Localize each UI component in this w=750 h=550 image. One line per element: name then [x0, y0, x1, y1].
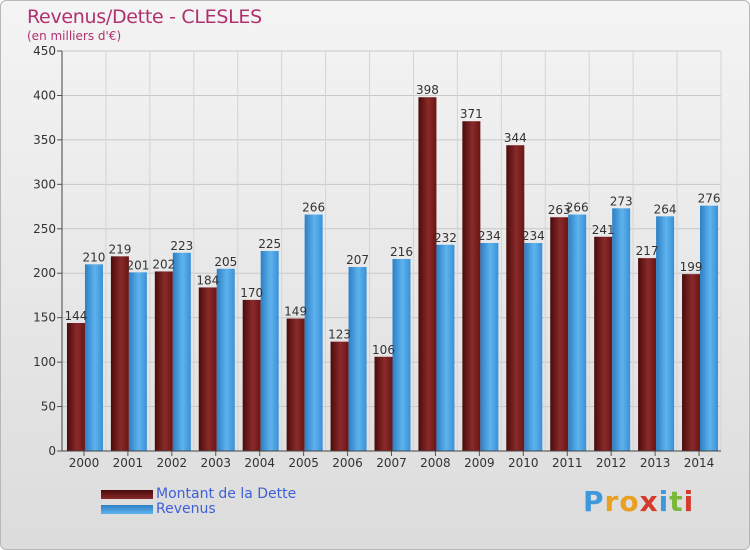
data-label-debt: 106: [372, 343, 395, 357]
data-label-revenue: 205: [214, 255, 237, 269]
bar-revenue: [568, 214, 587, 451]
bar-debt: [462, 121, 481, 451]
bar-revenue: [260, 251, 279, 451]
bar-revenue: [128, 272, 147, 451]
data-label-debt: 202: [152, 257, 175, 271]
data-label-revenue: 273: [610, 194, 633, 208]
x-tick-label: 2013: [640, 456, 671, 470]
legend-label-revenue: Revenus: [156, 501, 216, 517]
data-label-debt: 344: [504, 131, 527, 145]
bar-debt: [506, 145, 525, 451]
bar-revenue: [436, 244, 455, 451]
x-tick-label: 2008: [420, 456, 451, 470]
bar-debt: [66, 323, 85, 451]
data-label-revenue: 276: [698, 192, 721, 206]
data-label-debt: 123: [328, 328, 351, 342]
y-tick-label: 0: [48, 444, 56, 458]
legend-swatch-revenue: [101, 505, 153, 514]
x-tick-label: 2006: [332, 456, 363, 470]
y-tick-label: 400: [33, 88, 56, 102]
data-label-revenue: 234: [522, 229, 545, 243]
data-label-debt: 263: [548, 203, 571, 217]
bar-revenue: [392, 259, 411, 451]
y-tick-label: 250: [33, 222, 56, 236]
bar-revenue: [480, 243, 499, 451]
data-label-revenue: 264: [654, 202, 677, 216]
bar-revenue: [216, 268, 235, 451]
y-tick-label: 200: [33, 266, 56, 280]
bar-debt: [330, 341, 349, 451]
bar-debt: [418, 97, 437, 451]
data-label-debt: 144: [65, 309, 88, 323]
x-tick-label: 2001: [113, 456, 144, 470]
y-tick-label: 450: [33, 44, 56, 58]
bar-debt: [110, 256, 129, 451]
bar-revenue: [524, 243, 543, 451]
bar-debt: [286, 318, 305, 451]
bar-debt: [682, 274, 701, 451]
bar-revenue: [172, 252, 191, 451]
bar-revenue: [612, 208, 631, 451]
data-label-debt: 219: [108, 242, 131, 256]
data-label-debt: 398: [416, 83, 439, 97]
bar-revenue: [348, 267, 367, 451]
data-label-debt: 149: [284, 305, 307, 319]
bar-debt: [154, 271, 173, 451]
data-label-revenue: 207: [346, 253, 369, 267]
data-label-debt: 199: [680, 260, 703, 274]
x-tick-label: 2011: [552, 456, 583, 470]
bar-debt: [594, 236, 613, 451]
data-label-revenue: 266: [302, 201, 325, 215]
x-tick-label: 2005: [288, 456, 319, 470]
data-label-revenue: 210: [83, 250, 106, 264]
bar-debt: [550, 217, 569, 451]
bar-debt: [374, 356, 393, 451]
bar-revenue: [656, 216, 675, 451]
data-label-revenue: 201: [126, 258, 149, 272]
bar-debt: [198, 287, 217, 451]
x-tick-label: 2010: [508, 456, 539, 470]
data-label-revenue: 232: [434, 231, 457, 245]
data-label-debt: 184: [196, 273, 219, 287]
chart-subtitle: (en milliers d'€): [27, 29, 122, 43]
legend-label-debt: Montant de la Dette: [156, 486, 297, 502]
x-tick-label: 2009: [464, 456, 495, 470]
data-label-revenue: 216: [390, 245, 413, 259]
data-label-revenue: 223: [170, 239, 193, 253]
y-tick-label: 350: [33, 133, 56, 147]
bar-revenue: [700, 205, 719, 451]
bar-debt: [242, 299, 261, 451]
data-label-debt: 241: [592, 223, 615, 237]
y-tick-label: 150: [33, 311, 56, 325]
proxiti-logo: Proxiti: [583, 485, 695, 518]
x-tick-label: 2007: [376, 456, 407, 470]
x-tick-label: 2003: [200, 456, 231, 470]
bar-revenue: [304, 214, 323, 451]
x-tick-label: 2000: [69, 456, 100, 470]
y-tick-label: 50: [41, 400, 56, 414]
data-label-revenue: 234: [478, 229, 501, 243]
y-tick-label: 100: [33, 355, 56, 369]
data-label-debt: 371: [460, 107, 483, 121]
bar-revenue: [84, 264, 103, 451]
x-tick-label: 2014: [684, 456, 715, 470]
x-tick-label: 2012: [596, 456, 627, 470]
y-tick-label: 300: [33, 177, 56, 191]
data-label-revenue: 266: [566, 201, 589, 215]
data-label-revenue: 225: [258, 237, 281, 251]
x-tick-label: 2004: [244, 456, 275, 470]
bar-debt: [638, 258, 657, 451]
data-label-debt: 217: [636, 244, 659, 258]
chart-title: Revenus/Dette - CLESLES: [27, 6, 262, 28]
data-label-debt: 170: [240, 286, 263, 300]
legend-swatch-debt: [101, 490, 153, 499]
x-tick-label: 2002: [157, 456, 188, 470]
